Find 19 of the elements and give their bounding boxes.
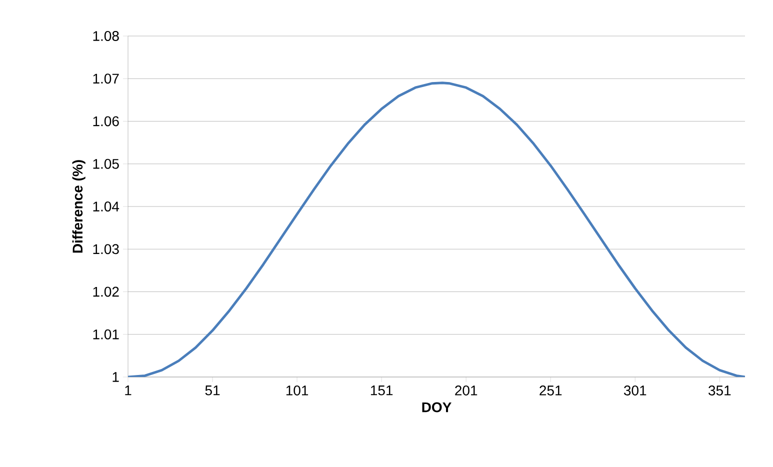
x-tick-label: 151	[370, 386, 393, 396]
y-tick-label: 1.05	[93, 158, 119, 169]
y-tick-label: 1.06	[93, 116, 119, 126]
y-axis-title: Difference (%)	[72, 160, 86, 253]
x-tick-label: 101	[286, 386, 308, 396]
x-tick-label: 301	[624, 386, 646, 396]
y-tick-label: 1.04	[93, 202, 120, 212]
x-axis-title: DOY	[422, 402, 452, 412]
y-tick-label: 1.08	[93, 31, 119, 41]
x-tick-label: 51	[205, 386, 220, 396]
y-tick-label: 1	[112, 372, 119, 382]
x-tick-label: 251	[540, 386, 562, 396]
x-tick-label: 1	[125, 386, 132, 396]
x-tick-label: 351	[708, 386, 731, 396]
x-tick-label: 201	[455, 386, 478, 396]
y-tick-label: 1.07	[93, 74, 119, 84]
y-tick-label: 1.01	[93, 329, 119, 340]
y-tick-label: 1.02	[93, 286, 119, 297]
y-tick-label: 1.03	[93, 244, 119, 254]
